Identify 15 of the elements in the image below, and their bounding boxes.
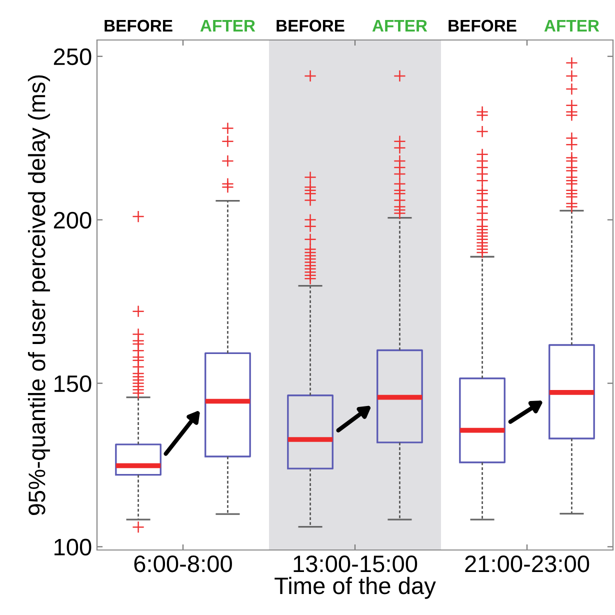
text: AFTER — [372, 20, 428, 32]
text: BEFORE — [276, 20, 344, 32]
y-axis-title: 95%-quantile of user perceived delay (ms) — [28, 75, 50, 516]
x-axis-title: Time of the day — [274, 576, 436, 599]
text: AFTER — [200, 20, 256, 32]
text: BEFORE — [104, 20, 172, 32]
x-tick-label: 21:00-23:00 — [465, 555, 590, 572]
y-tick-label: 200 — [54, 212, 92, 229]
x-tick-label: 6:00-8:00 — [134, 555, 232, 572]
x-tick-label: 13:00-15:00 — [294, 555, 418, 572]
y-tick-label: 100 — [54, 538, 92, 556]
text: BEFORE — [448, 20, 516, 32]
y-tick-label: 150 — [54, 375, 92, 392]
y-tick-label: 250 — [54, 48, 92, 66]
text: AFTER — [544, 20, 600, 32]
